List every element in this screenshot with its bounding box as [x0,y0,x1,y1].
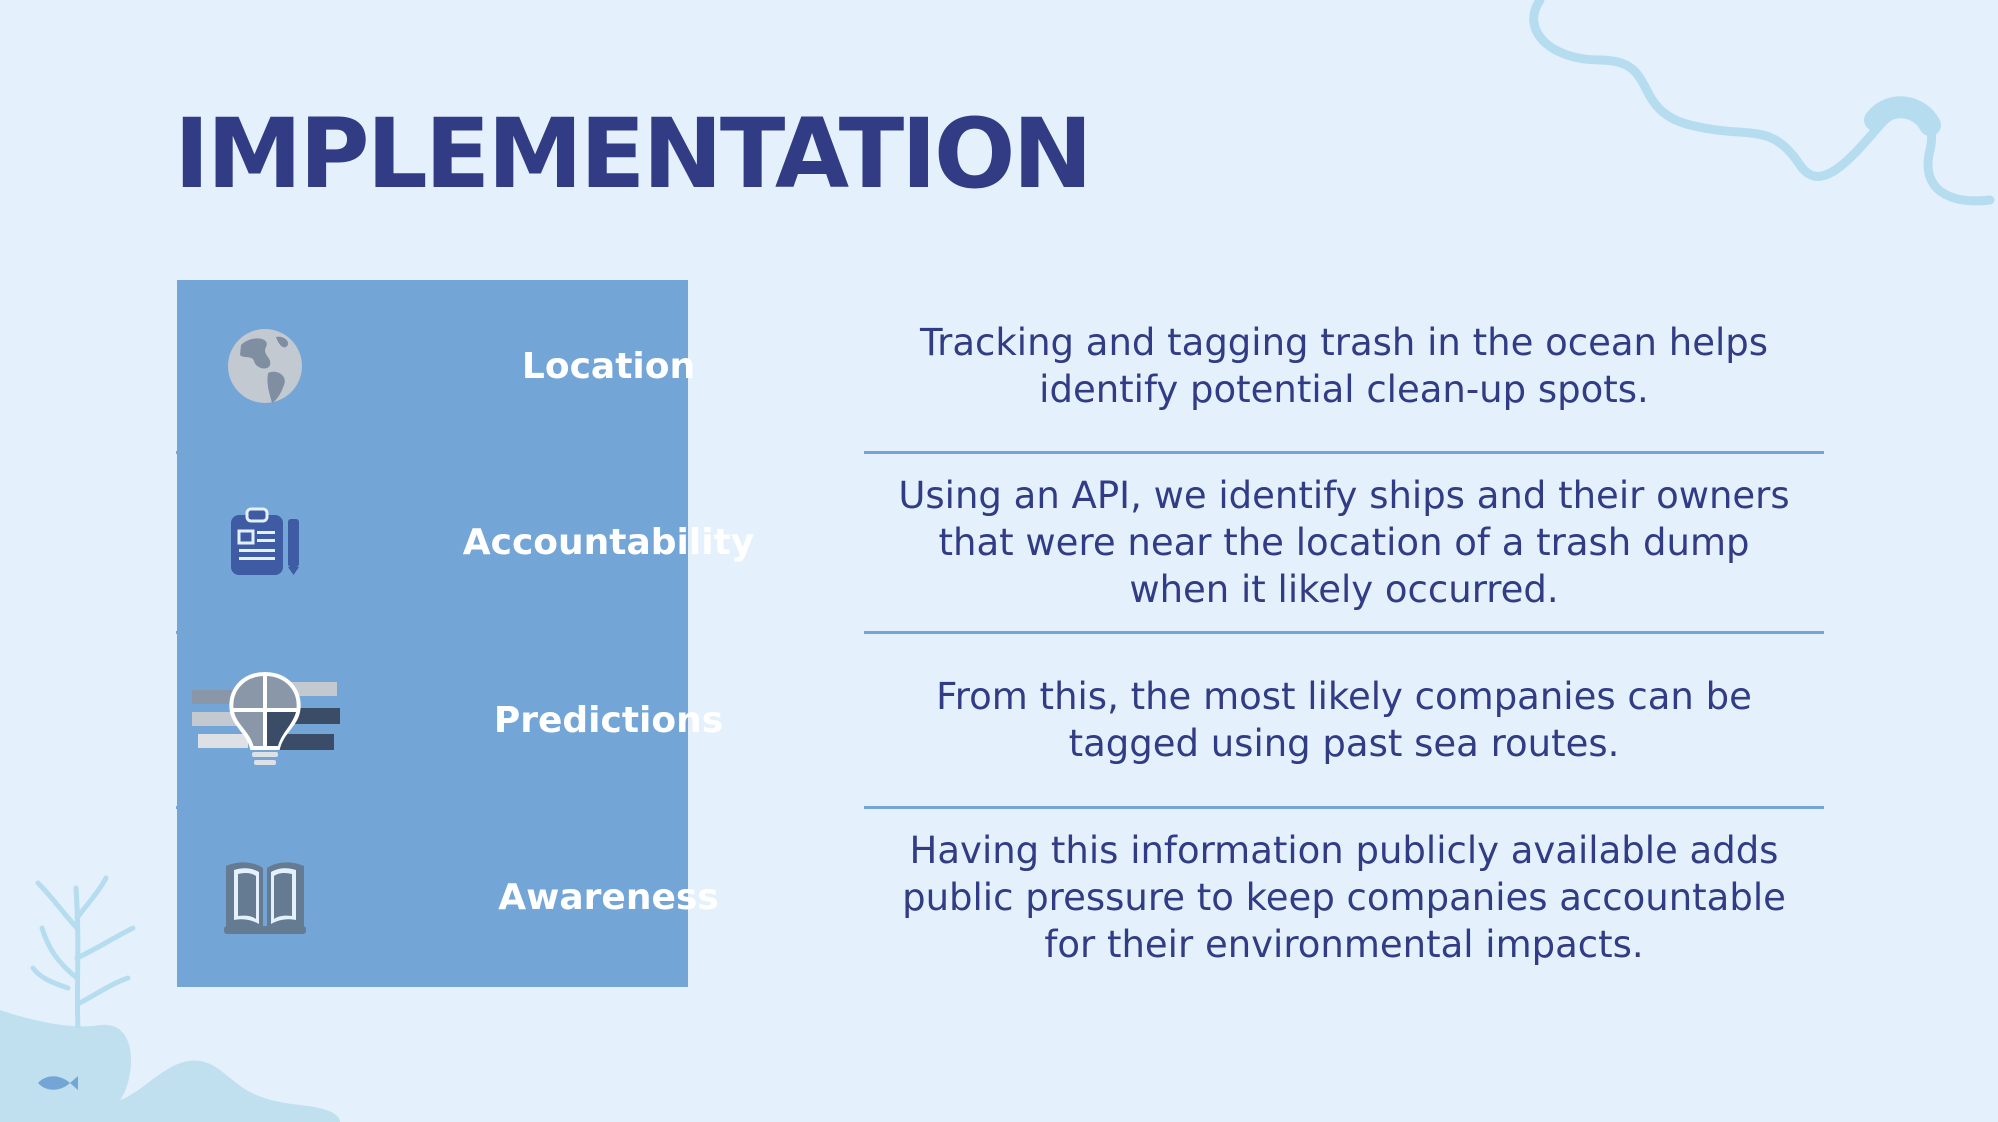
wave-line-icon [1529,0,1995,206]
row-divider [176,631,353,634]
fish-icon [38,1076,78,1090]
table-row: Awareness Having this information public… [176,808,1824,987]
coral-icon [30,875,136,1028]
page-title: IMPLEMENTATION [174,98,1093,210]
row-divider [864,451,1824,454]
row-divider [864,631,1824,634]
table-row: Accountability Using an API, we identify… [176,452,1824,632]
clipboard-icon [230,507,299,575]
row-label: Predictions [493,699,724,741]
book-icon [223,861,306,934]
row-divider [176,806,353,809]
row-description: Having this information publicly availab… [902,829,1786,966]
table-row: Location Tracking and tagging trash in t… [176,280,1824,452]
row-description: From this, the most likely companies can… [936,675,1752,765]
row-label: Awareness [498,877,719,918]
row-label: Accountability [462,521,755,563]
icon-cell [176,808,353,987]
seabed-blob-icon [0,1010,340,1122]
row-label: Location [521,345,696,387]
row-description: Tracking and tagging trash in the ocean … [919,321,1769,411]
row-divider [176,451,353,454]
lightbulb-bars-icon [191,671,340,765]
icon-cell [176,452,353,632]
globe-icon [227,329,302,403]
row-divider [864,806,1824,809]
table-row: Predictions From this, the most likely c… [176,632,1824,808]
icon-cell [176,632,353,808]
icon-cell [176,280,353,452]
row-description: Using an API, we identify ships and thei… [898,473,1790,611]
